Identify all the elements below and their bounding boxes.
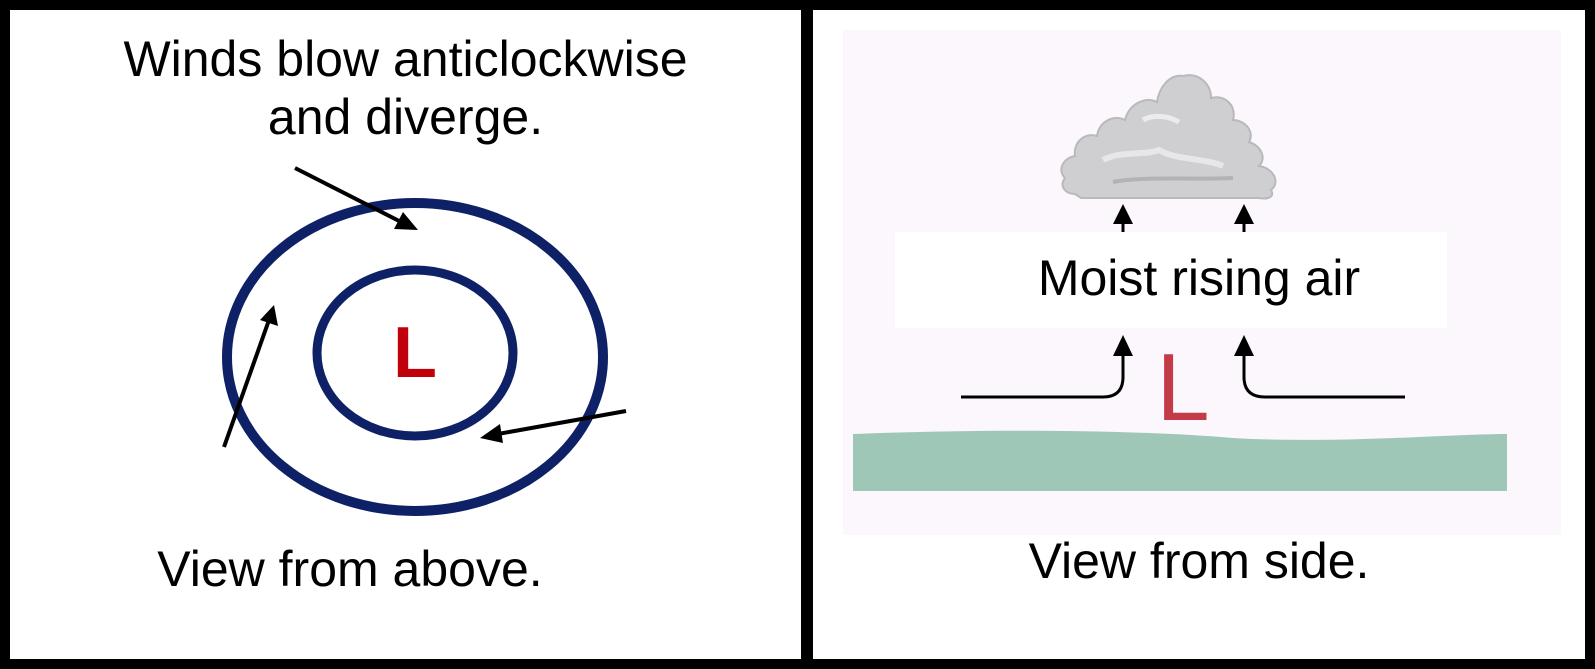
inflow-left-arrow <box>961 335 1133 399</box>
ground-surface <box>853 430 1507 491</box>
cloud-icon <box>1060 74 1277 200</box>
winds-caption: Winds blow anticlockwise and diverge. <box>10 30 801 146</box>
view-from-side-panel: L Moist rising air View from side. <box>813 10 1585 659</box>
view-from-above-caption: View from above. <box>157 541 543 597</box>
moist-rising-air-label: Moist rising air <box>1037 250 1361 306</box>
view-from-above-panel: L Winds blow anticlockwise and diverge. … <box>10 10 801 659</box>
arrow-left <box>222 305 278 448</box>
low-pressure-label: L <box>393 313 437 393</box>
winds-caption-line1: Winds blow anticlockwise <box>123 31 688 87</box>
inner-isobar <box>312 265 518 441</box>
winds-caption-line2: and diverge. <box>267 89 544 145</box>
rising-air-label-box <box>895 232 1447 328</box>
arrow-up-left-top <box>1113 204 1133 232</box>
arrow-top <box>294 166 418 230</box>
inflow-right-arrow <box>1234 335 1405 399</box>
outer-isobar <box>222 198 608 516</box>
arrow-up-right-top <box>1234 204 1254 232</box>
arrow-right <box>480 409 627 443</box>
side-low-pressure-label: L <box>1156 334 1209 441</box>
above-diagram: L <box>222 166 627 516</box>
view-from-side-caption: View from side. <box>1028 533 1370 589</box>
